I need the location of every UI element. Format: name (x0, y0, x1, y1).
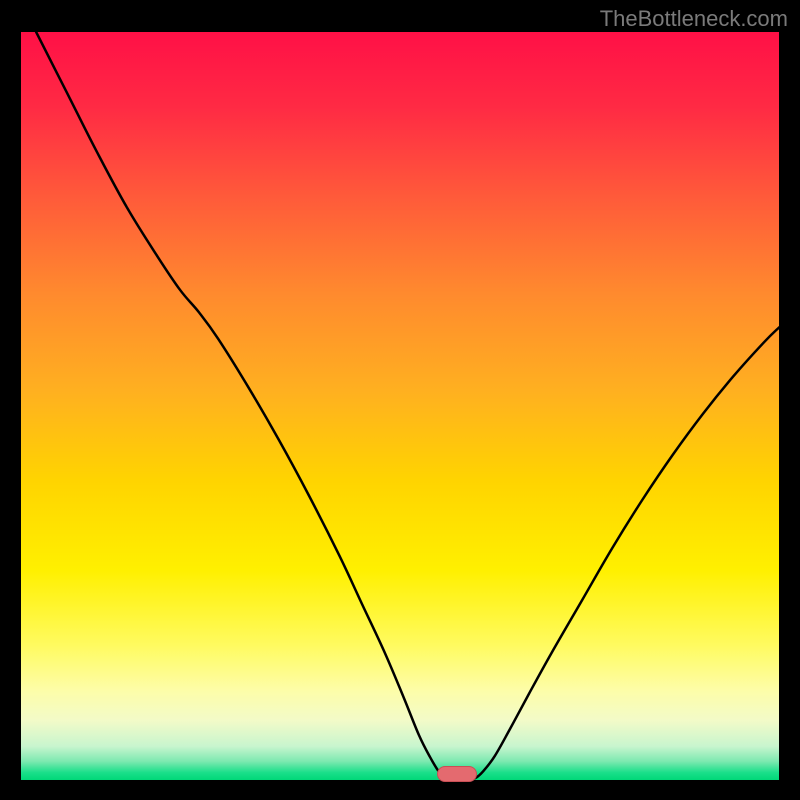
bottleneck-curve (36, 32, 779, 780)
curve-layer (21, 32, 779, 780)
minimum-marker (437, 766, 476, 782)
plot-area (21, 32, 779, 780)
bottleneck-chart: TheBottleneck.com (0, 0, 800, 800)
watermark-text: TheBottleneck.com (600, 6, 788, 32)
